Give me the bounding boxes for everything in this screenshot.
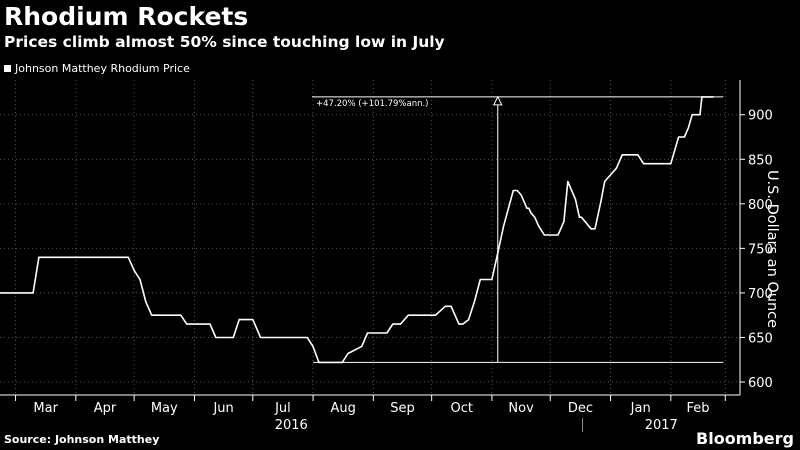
x-tick-label: Feb: [687, 401, 710, 416]
x-tick-label: Oct: [451, 401, 473, 416]
y-tick-label: 800: [748, 198, 773, 213]
grid: [0, 80, 740, 395]
x-tick-label: May: [151, 401, 178, 416]
change-arrow-head: [492, 95, 503, 106]
annotation-guides: +47.20% (+101.79%ann.): [312, 95, 724, 363]
chart-subtitle: Prices climb almost 50% since touching l…: [4, 33, 445, 51]
legend-swatch: [4, 65, 11, 72]
y-tick-label: 850: [748, 153, 773, 168]
x-tick-label: Dec: [568, 401, 593, 416]
legend-label: Johnson Matthey Rhodium Price: [15, 62, 190, 75]
bloomberg-logo: Bloomberg: [696, 429, 794, 448]
y-tick-label: 900: [748, 109, 773, 124]
x-tick-label: Jan: [630, 401, 651, 416]
y-axis-label: U.S. Dollars an Ounce: [764, 169, 780, 329]
legend: Johnson Matthey Rhodium Price: [4, 62, 190, 75]
x-tick-label: Aug: [330, 401, 355, 416]
y-tick-label: 600: [748, 376, 773, 391]
x-tick-label: Apr: [94, 401, 117, 416]
x-tick-label: Jul: [274, 401, 291, 416]
series-group: [0, 96, 714, 364]
x-tick-label: Jun: [212, 401, 233, 416]
year-label: 2016: [275, 418, 308, 433]
axes: 600 650 700 750 800 850 900 Mar Apr May Jun Jul Aug S…: [0, 80, 773, 433]
change-annotation-label: +47.20% (+101.79%ann.): [316, 99, 429, 109]
series-line: [0, 96, 714, 364]
y-tick-label: 650: [748, 331, 773, 346]
y-tick-label: 700: [748, 287, 773, 302]
source-note: Source: Johnson Matthey: [4, 433, 160, 446]
year-label: 2017: [645, 418, 678, 433]
x-tick-label: Mar: [33, 401, 58, 416]
x-tick-label: Nov: [508, 401, 534, 416]
chart-title: Rhodium Rockets: [4, 2, 249, 31]
y-tick-label: 750: [748, 242, 773, 257]
x-tick-label: Sep: [390, 401, 415, 416]
